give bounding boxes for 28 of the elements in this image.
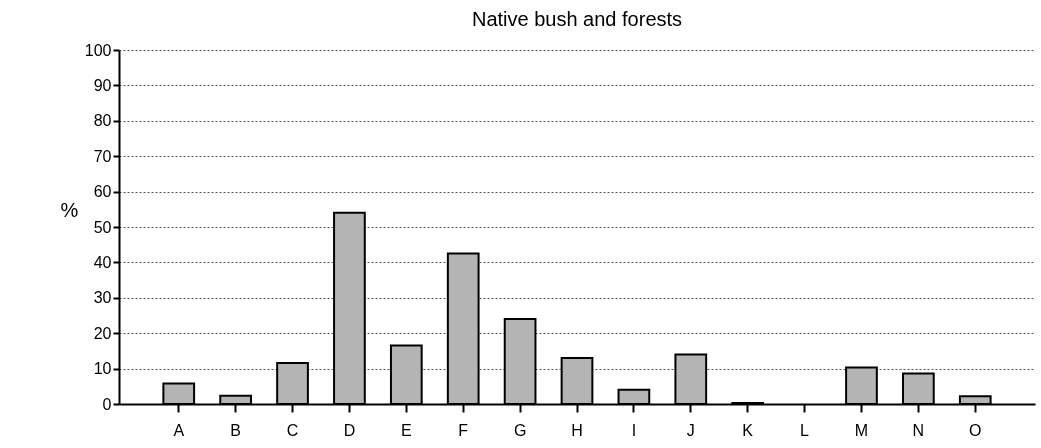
x-tick-label: O — [969, 421, 982, 439]
x-tick-label: D — [343, 421, 356, 439]
y-tick-label: 70 — [93, 147, 112, 165]
y-axis-title: % — [60, 198, 79, 221]
y-tick-label: 0 — [102, 395, 112, 413]
y-tick-label: 20 — [93, 324, 112, 342]
y-tick-label: 90 — [93, 76, 112, 94]
x-tick-label: B — [230, 421, 241, 439]
x-tick-label: E — [400, 421, 412, 439]
x-tick-label: H — [571, 421, 583, 439]
x-tick-label: M — [854, 421, 869, 439]
x-tick-label: G — [513, 421, 527, 439]
y-tick-label: 50 — [93, 218, 112, 236]
y-tick-label: 100 — [84, 41, 112, 59]
x-tick-label: L — [800, 421, 810, 439]
x-tick-label: F — [458, 421, 469, 439]
x-tick-label: I — [631, 421, 637, 439]
x-tick-label: N — [912, 421, 925, 439]
y-tick-label: 60 — [93, 183, 112, 201]
y-tick-label: 40 — [93, 253, 112, 271]
y-tick-label: 30 — [93, 289, 112, 307]
y-tick-label: 80 — [93, 112, 112, 130]
x-tick-label: K — [742, 421, 754, 439]
x-tick-label: J — [686, 421, 695, 439]
y-tick-label: 10 — [93, 360, 112, 378]
x-tick-label: C — [286, 421, 299, 439]
chart-title: Native bush and forests — [471, 8, 683, 30]
x-tick-label: A — [173, 421, 185, 439]
